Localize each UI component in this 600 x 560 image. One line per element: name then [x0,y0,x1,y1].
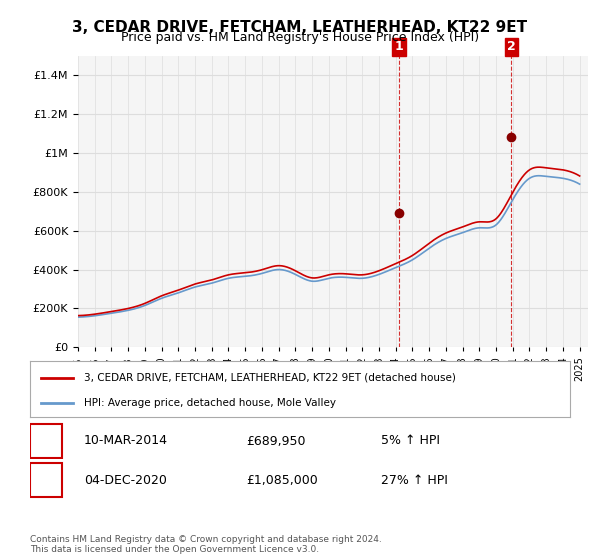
Text: Price paid vs. HM Land Registry's House Price Index (HPI): Price paid vs. HM Land Registry's House … [121,31,479,44]
Text: 04-DEC-2020: 04-DEC-2020 [84,474,167,487]
Text: 10-MAR-2014: 10-MAR-2014 [84,435,168,447]
Text: HPI: Average price, detached house, Mole Valley: HPI: Average price, detached house, Mole… [84,398,336,408]
Text: Contains HM Land Registry data © Crown copyright and database right 2024.
This d: Contains HM Land Registry data © Crown c… [30,535,382,554]
Text: 3, CEDAR DRIVE, FETCHAM, LEATHERHEAD, KT22 9ET: 3, CEDAR DRIVE, FETCHAM, LEATHERHEAD, KT… [73,20,527,35]
Text: 2: 2 [41,473,51,487]
Bar [30,424,62,458]
Text: 1: 1 [395,40,403,53]
Text: 27% ↑ HPI: 27% ↑ HPI [381,474,448,487]
Text: 1: 1 [41,434,51,448]
Text: 5% ↑ HPI: 5% ↑ HPI [381,435,440,447]
Text: £1,085,000: £1,085,000 [246,474,318,487]
Text: 2: 2 [507,40,516,53]
Text: 3, CEDAR DRIVE, FETCHAM, LEATHERHEAD, KT22 9ET (detached house): 3, CEDAR DRIVE, FETCHAM, LEATHERHEAD, KT… [84,373,456,383]
Text: £689,950: £689,950 [246,435,305,447]
Bar [30,464,62,497]
